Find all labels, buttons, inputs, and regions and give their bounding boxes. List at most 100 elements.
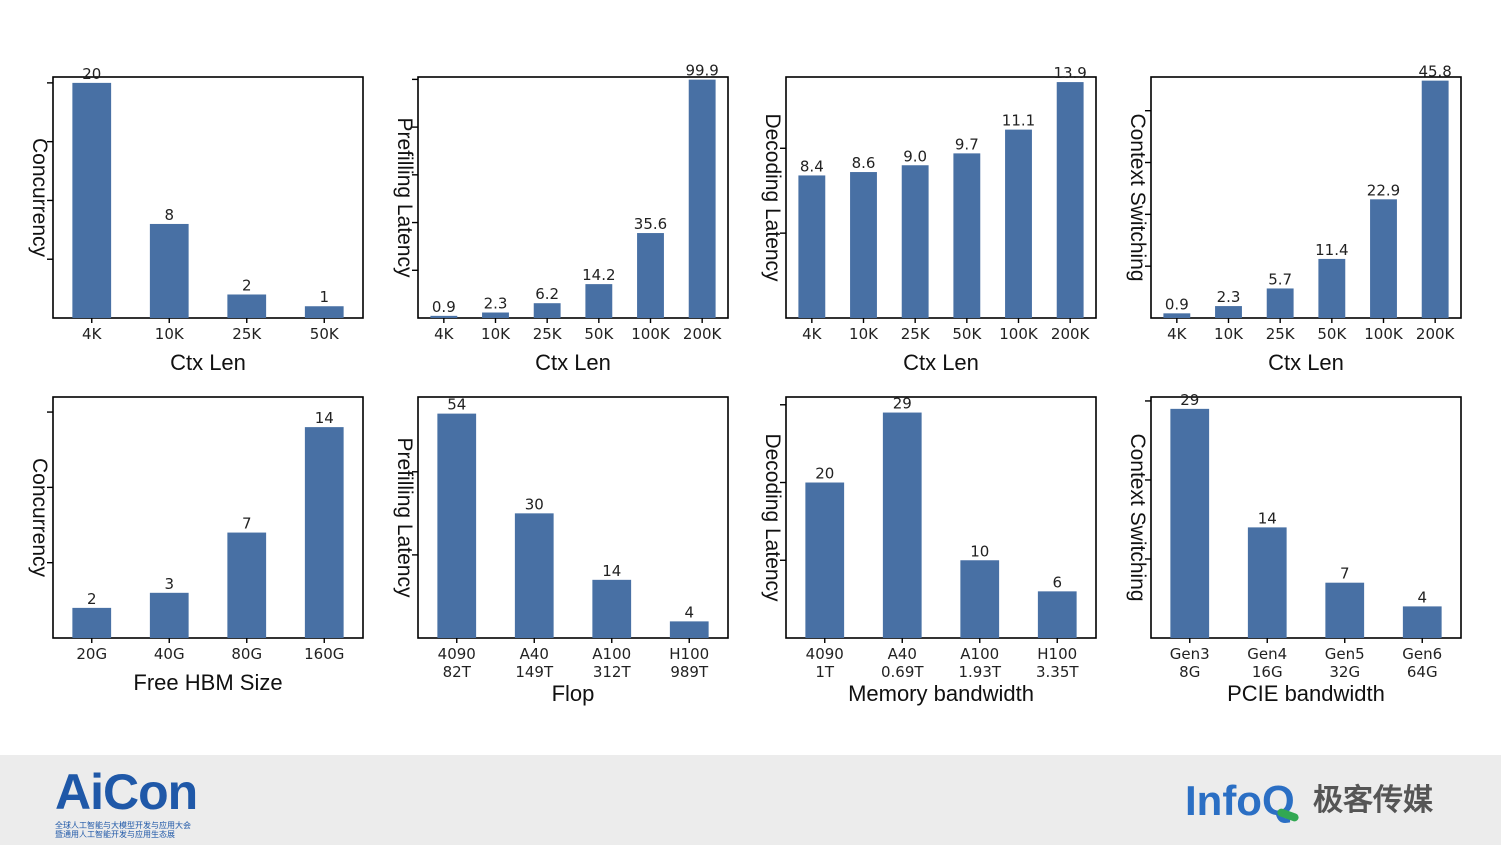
data-label: 0.9	[432, 298, 456, 316]
chart-svg: 0.9 4K 2.3 10K 6.2 25K 14.2 50K 35.6 100K 99.9 200K…	[393, 62, 729, 375]
data-label: 35.6	[634, 215, 667, 233]
y-axis-title: Context Switching	[1126, 433, 1149, 601]
x-tick-label: 32G	[1329, 663, 1360, 681]
bar	[149, 223, 189, 318]
bar	[953, 153, 981, 318]
bar	[805, 482, 845, 638]
bar	[533, 303, 561, 318]
y-axis-title: Decoding Latency	[761, 113, 784, 282]
x-tick-label: 200K	[1416, 325, 1456, 343]
x-tick-label: 0.69T	[881, 663, 924, 681]
infoq-logo: InfoQ 极客传媒	[1185, 777, 1455, 827]
chart-prefilling-ctxlen: 0.9 4K 2.3 10K 6.2 25K 14.2 50K 35.6 100K 99.9 200K…	[380, 60, 745, 380]
data-label: 0.9	[1165, 295, 1189, 313]
x-axis-title: Free HBM Size	[133, 670, 282, 695]
bar	[585, 284, 613, 318]
x-tick-label: 100K	[999, 325, 1039, 343]
bar	[798, 175, 826, 318]
y-axis-title: Context Switching	[1126, 113, 1149, 281]
aicon-tagline: 全球人工智能与大模型开发与应用大会	[55, 821, 191, 830]
x-tick-label: 50K	[310, 325, 340, 343]
data-label: 22.9	[1367, 181, 1400, 199]
bar	[637, 233, 664, 318]
plot-frame	[785, 76, 1097, 319]
x-tick-label: 200K	[1051, 325, 1091, 343]
x-tick-label: 4K	[802, 325, 823, 343]
data-label: 45.8	[1418, 63, 1451, 81]
x-tick-label: 10K	[1214, 325, 1244, 343]
x-tick-label: 4090	[806, 645, 844, 663]
bar	[1005, 129, 1032, 318]
x-tick-label: 40G	[154, 645, 185, 663]
data-label: 30	[525, 495, 544, 513]
bar	[1421, 80, 1449, 318]
x-tick-label: A40	[888, 645, 917, 663]
aicon-wordmark: AiCon	[55, 764, 198, 820]
data-label: 54	[447, 396, 466, 414]
bar	[1163, 313, 1191, 318]
data-label: 20	[82, 65, 101, 83]
data-label: 1	[319, 288, 329, 306]
data-label: 13.9	[1053, 64, 1086, 82]
data-label: 14.2	[582, 266, 615, 284]
data-label: 99.9	[685, 62, 718, 80]
data-label: 2.3	[1217, 288, 1241, 306]
data-label: 29	[893, 395, 912, 413]
data-label: 20	[815, 465, 834, 483]
x-tick-label: 149T	[515, 663, 554, 681]
chart-decoding-bandwidth: 20 4090 1T 29 A40 0.69T 10 A100 1.93T 6 H100 3.35T M…	[748, 380, 1113, 706]
bar	[688, 79, 716, 318]
data-label: 8.6	[852, 154, 876, 172]
data-label: 3	[164, 575, 174, 593]
x-tick-label: Gen3	[1170, 645, 1210, 663]
chart-prefilling-flop: 54 4090 82T 30 A40 149T 14 A100 312T 4 H100 989T Flo…	[380, 380, 745, 706]
infoq-wordmark: InfoQ	[1185, 777, 1295, 824]
x-tick-label: 82T	[443, 663, 472, 681]
data-label: 11.4	[1315, 241, 1348, 259]
chart-switching-ctxlen: 0.9 4K 2.3 10K 5.7 25K 11.4 50K 22.9 100K 45.8 200K…	[1113, 60, 1478, 380]
x-tick-label: 3.35T	[1036, 663, 1079, 681]
bar	[1170, 408, 1210, 638]
plot-frame	[417, 76, 729, 319]
x-tick-label: 50K	[1317, 325, 1347, 343]
plot-frame	[417, 396, 729, 639]
bar	[72, 82, 112, 318]
y-axis-title: Decoding Latency	[761, 433, 784, 602]
y-axis-title: Prefilling Latency	[393, 438, 416, 598]
y-axis-title: Concurrency	[28, 138, 51, 258]
bar	[304, 427, 344, 638]
x-tick-label: 312T	[593, 663, 632, 681]
x-tick-label: 10K	[849, 325, 879, 343]
data-label: 2	[87, 590, 97, 608]
bar	[72, 607, 112, 638]
bar	[1266, 288, 1294, 318]
x-axis-title: Memory bandwidth	[848, 681, 1034, 706]
bar	[1402, 606, 1442, 638]
x-tick-label: 1.93T	[958, 663, 1001, 681]
chart-switching-pcie: 29 Gen3 8G 14 Gen4 16G 7 Gen5 32G 4 Gen6 64G PCIE ba…	[1113, 380, 1478, 706]
x-tick-label: A100	[592, 645, 631, 663]
x-tick-label: 20G	[76, 645, 107, 663]
plot-frame	[52, 76, 364, 319]
x-tick-label: Gen4	[1247, 645, 1287, 663]
plot-frame	[1150, 76, 1462, 319]
plot-frame	[785, 396, 1097, 639]
bar	[430, 315, 458, 318]
bar	[1318, 258, 1346, 318]
x-tick-label: 64G	[1407, 663, 1438, 681]
data-label: 29	[1180, 391, 1199, 409]
data-label: 8	[164, 206, 174, 224]
data-label: 5.7	[1268, 270, 1292, 288]
x-tick-label: 100K	[631, 325, 671, 343]
x-tick-label: H100	[1037, 645, 1077, 663]
data-label: 8.4	[800, 157, 824, 175]
bar	[482, 312, 509, 318]
x-tick-label: Gen5	[1325, 645, 1365, 663]
infoq-chinese-name: 极客传媒	[1313, 783, 1433, 818]
bar	[514, 513, 554, 638]
bar	[1325, 582, 1365, 638]
bar	[960, 560, 1000, 638]
bar	[437, 413, 477, 638]
chart-svg: 0.9 4K 2.3 10K 5.7 25K 11.4 50K 22.9 100K 45.8 200K…	[1126, 63, 1462, 375]
